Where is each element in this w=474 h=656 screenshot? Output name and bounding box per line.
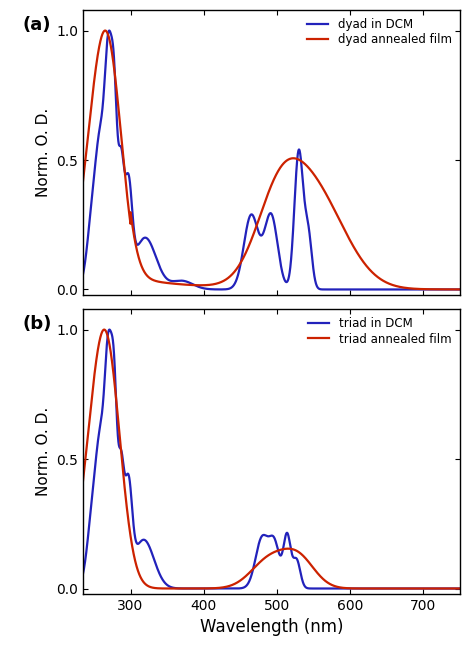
Line: dyad annealed film: dyad annealed film xyxy=(79,31,467,289)
triad in DCM xyxy=(464,584,470,592)
triad in DCM xyxy=(309,584,315,592)
triad annealed film xyxy=(309,562,315,570)
dyad annealed film xyxy=(329,200,335,208)
dyad in DCM xyxy=(366,285,372,293)
triad annealed film xyxy=(366,584,372,592)
Legend: triad in DCM, triad annealed film: triad in DCM, triad annealed film xyxy=(306,315,454,348)
dyad annealed film xyxy=(102,27,108,35)
triad in DCM xyxy=(329,584,335,592)
triad in DCM xyxy=(107,325,112,333)
triad in DCM xyxy=(147,544,153,552)
triad annealed film xyxy=(464,584,470,592)
dyad annealed film xyxy=(366,264,372,272)
dyad annealed film xyxy=(395,283,401,291)
dyad in DCM xyxy=(395,285,401,293)
dyad in DCM xyxy=(147,238,153,246)
triad annealed film xyxy=(329,581,335,589)
dyad annealed film xyxy=(147,274,153,282)
triad annealed film xyxy=(395,584,401,592)
dyad annealed film xyxy=(225,274,230,282)
Line: dyad in DCM: dyad in DCM xyxy=(79,31,467,289)
dyad in DCM xyxy=(464,285,470,293)
dyad annealed film xyxy=(464,285,470,293)
Line: triad annealed film: triad annealed film xyxy=(79,329,467,588)
triad in DCM xyxy=(395,584,401,592)
Text: (b): (b) xyxy=(23,315,52,333)
triad annealed film xyxy=(225,583,230,590)
triad in DCM xyxy=(366,584,372,592)
Y-axis label: Norm. O. D.: Norm. O. D. xyxy=(36,407,51,496)
triad annealed film xyxy=(101,325,107,333)
dyad in DCM xyxy=(106,27,112,35)
Y-axis label: Norm. O. D.: Norm. O. D. xyxy=(36,108,51,197)
dyad in DCM xyxy=(309,253,315,260)
triad annealed film xyxy=(76,507,82,515)
dyad in DCM xyxy=(329,285,335,293)
triad annealed film xyxy=(147,583,153,591)
dyad in DCM xyxy=(225,285,230,293)
triad in DCM xyxy=(225,584,230,592)
Legend: dyad in DCM, dyad annealed film: dyad in DCM, dyad annealed film xyxy=(304,16,454,49)
Text: (a): (a) xyxy=(23,16,51,33)
dyad in DCM xyxy=(76,281,82,289)
triad in DCM xyxy=(76,581,82,588)
dyad annealed film xyxy=(309,168,315,176)
Line: triad in DCM: triad in DCM xyxy=(79,329,467,588)
X-axis label: Wavelength (nm): Wavelength (nm) xyxy=(200,618,343,636)
dyad annealed film xyxy=(76,207,82,215)
